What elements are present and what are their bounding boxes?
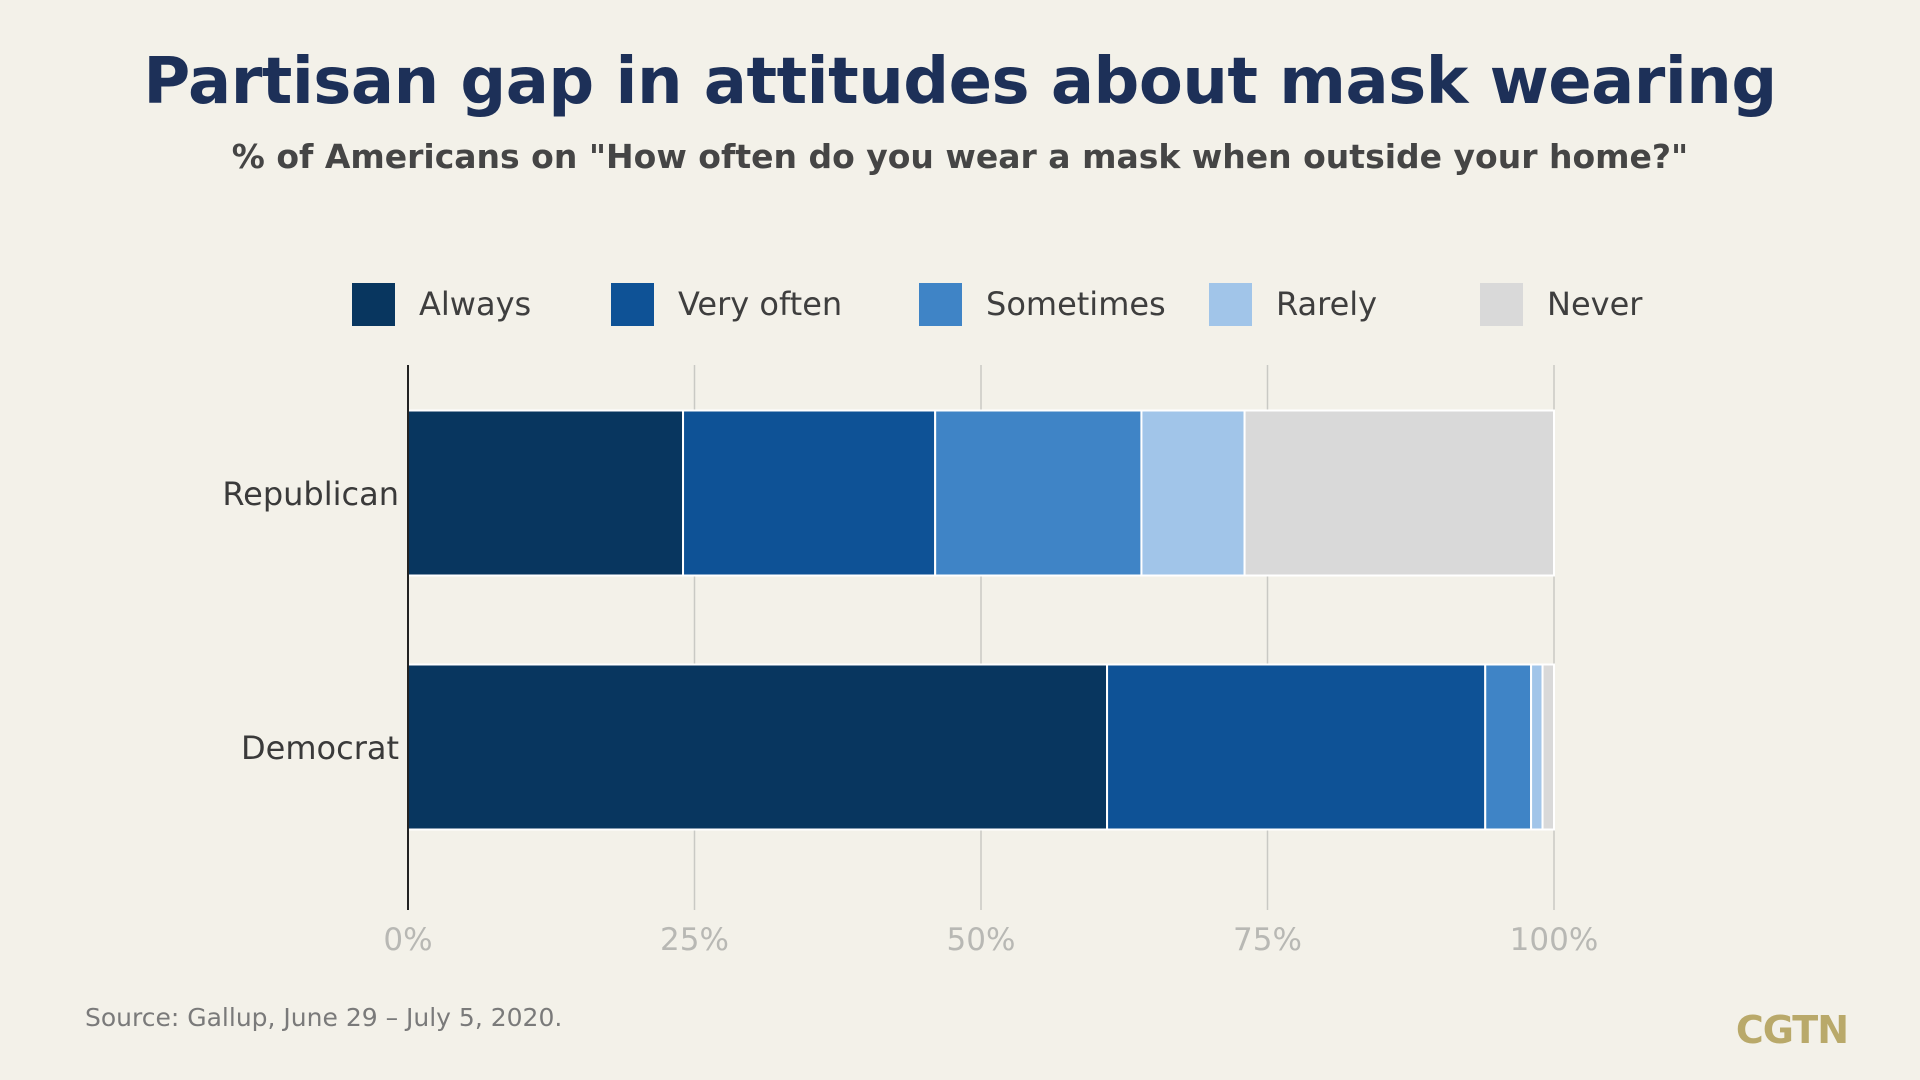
legend-label-rarely: Rarely xyxy=(1276,285,1378,323)
bar-republican-never xyxy=(1243,409,1555,577)
legend-swatch-sometimes xyxy=(919,282,962,326)
legend-label-always: Always xyxy=(419,285,532,323)
bar-republican-rarely xyxy=(1140,409,1246,577)
chart-subtitle: % of Americans on "How often do you wear… xyxy=(231,137,1689,176)
x-tick-label-100: 100% xyxy=(1510,922,1599,958)
legend-swatch-never xyxy=(1480,282,1523,326)
bar-democrat-very-often xyxy=(1106,663,1487,831)
brand-logo: CGTN xyxy=(1735,1008,1849,1052)
legend-label-never: Never xyxy=(1547,285,1643,323)
x-tick-label-25: 25% xyxy=(660,922,729,958)
legend-label-very-often: Very often xyxy=(678,285,843,323)
legend-item-always: Always xyxy=(352,282,531,326)
bar-republican-sometimes xyxy=(934,409,1143,577)
category-label-republican: Republican xyxy=(222,475,399,513)
category-label-democrat: Democrat xyxy=(241,729,399,767)
legend-swatch-rarely xyxy=(1209,282,1252,326)
legend-label-sometimes: Sometimes xyxy=(986,285,1166,323)
legend-swatch-very-often xyxy=(611,282,654,326)
x-tick-label-0: 0% xyxy=(383,922,432,958)
source-note: Source: Gallup, June 29 – July 5, 2020. xyxy=(85,1003,563,1032)
legend-item-rarely: Rarely xyxy=(1209,282,1377,326)
bar-democrat-sometimes xyxy=(1484,663,1533,831)
bar-republican-very-often xyxy=(682,409,937,577)
legend-item-sometimes: Sometimes xyxy=(919,282,1166,326)
legend-item-never: Never xyxy=(1480,282,1642,326)
legend-swatch-always xyxy=(352,282,395,326)
x-tick-label-50: 50% xyxy=(947,922,1016,958)
legend-item-very-often: Very often xyxy=(611,282,842,326)
x-tick-label-75: 75% xyxy=(1233,922,1302,958)
bar-democrat-never xyxy=(1541,663,1556,831)
chart-title: Partisan gap in attitudes about mask wea… xyxy=(143,45,1777,119)
bar-democrat-always xyxy=(407,663,1109,831)
bar-republican-always xyxy=(407,409,685,577)
bar-democrat-rarely xyxy=(1530,663,1544,831)
